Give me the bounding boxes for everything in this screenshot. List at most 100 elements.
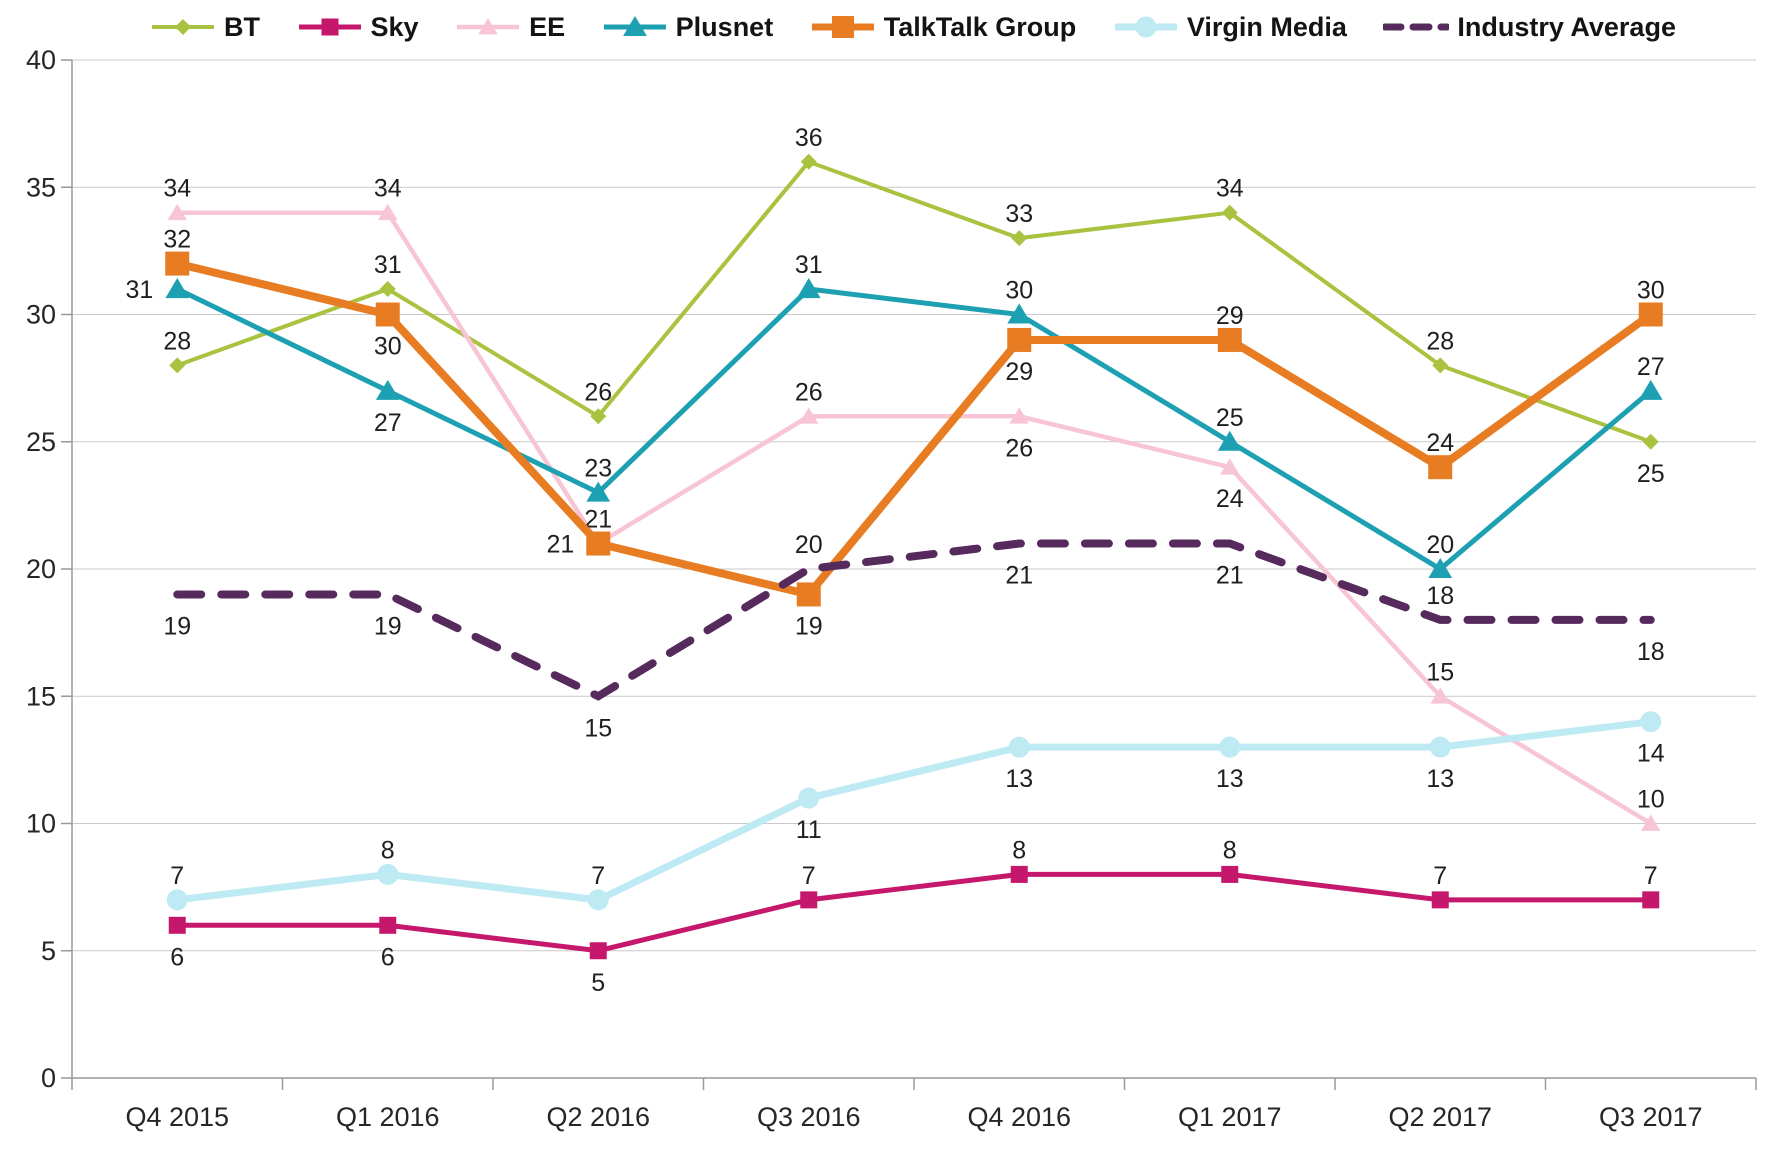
legend-item-label: Industry Average <box>1457 11 1676 42</box>
data-label: 7 <box>802 862 816 890</box>
data-label: 31 <box>795 251 823 279</box>
legend-swatch-talktalk-group <box>811 16 874 38</box>
legend-marker-icon <box>831 16 854 38</box>
data-point-marker <box>1640 711 1662 733</box>
data-label: 34 <box>1216 175 1244 203</box>
legend-swatch-industry-average <box>1383 23 1450 31</box>
x-axis-label: Q3 2016 <box>757 1102 861 1132</box>
data-label: 21 <box>1216 562 1244 590</box>
data-label: 24 <box>1426 429 1454 457</box>
data-point-marker <box>798 787 820 809</box>
legend-swatch-virgin-media <box>1114 16 1177 38</box>
x-axis-label: Q1 2017 <box>1178 1102 1282 1132</box>
y-axis-label: 35 <box>26 172 56 202</box>
data-point-marker <box>1007 303 1032 324</box>
data-label: 24 <box>1216 485 1244 513</box>
series-virgin-media <box>166 711 1662 911</box>
legend-item-sky: Sky <box>297 12 419 43</box>
legend-marker-icon <box>175 19 191 35</box>
data-label: 30 <box>1637 277 1665 305</box>
data-point-marker <box>1221 865 1239 883</box>
data-label: 8 <box>381 836 395 864</box>
series-line <box>177 871 1651 954</box>
y-axis-label: 20 <box>26 554 56 584</box>
legend-item-label: TalkTalk Group <box>883 11 1077 42</box>
data-point-marker <box>1429 736 1451 758</box>
data-point-marker <box>586 481 611 502</box>
data-label: 18 <box>1426 582 1454 610</box>
x-axis-label: Q1 2016 <box>336 1102 440 1132</box>
data-label: 28 <box>1426 327 1454 355</box>
x-axis-label: Q3 2017 <box>1599 1102 1703 1132</box>
series-bt <box>169 153 1659 450</box>
data-point-marker <box>1428 558 1453 579</box>
data-point-marker <box>169 357 186 374</box>
series-line <box>176 718 1652 904</box>
data-point-marker <box>1638 302 1663 327</box>
legend-item-industry-average: Industry Average <box>1383 12 1676 43</box>
data-point-marker <box>1430 687 1450 704</box>
data-label: 31 <box>374 251 402 279</box>
legend-swatch-plusnet <box>603 16 666 37</box>
data-label: 7 <box>1644 862 1658 890</box>
y-axis-label: 30 <box>26 300 56 330</box>
data-point-marker <box>1008 736 1030 758</box>
data-point-marker <box>1642 891 1660 909</box>
data-point-marker <box>1011 230 1028 247</box>
y-axis-label: 0 <box>41 1063 56 1093</box>
legend-item-bt: BT <box>150 12 260 43</box>
series-industry-average <box>173 539 1655 701</box>
data-label: 19 <box>795 612 823 640</box>
x-axis-label: Q2 2016 <box>546 1102 650 1132</box>
data-point-marker <box>1219 736 1241 758</box>
x-axis-label: Q4 2015 <box>125 1102 229 1132</box>
data-point-marker <box>1010 865 1028 883</box>
data-label: 5 <box>591 969 605 997</box>
series-plusnet <box>165 278 1663 579</box>
legend-item-plusnet: Plusnet <box>602 12 773 43</box>
data-point-marker <box>1428 455 1453 480</box>
data-point-marker <box>1641 814 1661 831</box>
data-point-marker <box>1009 407 1029 424</box>
data-point-marker <box>375 302 400 327</box>
data-label: 19 <box>374 612 402 640</box>
data-point-marker <box>586 531 611 556</box>
data-label: 34 <box>163 175 191 203</box>
data-label: 25 <box>1637 460 1665 488</box>
data-point-marker <box>377 863 399 885</box>
series-line <box>176 159 1652 444</box>
data-label: 8 <box>1012 836 1026 864</box>
data-label: 30 <box>374 333 402 361</box>
data-label: 29 <box>1216 302 1244 330</box>
data-label: 20 <box>1426 531 1454 559</box>
data-point-marker <box>1638 379 1663 400</box>
data-label: 7 <box>170 862 184 890</box>
data-label: 25 <box>1216 404 1244 432</box>
data-label: 7 <box>591 862 605 890</box>
data-point-marker <box>1432 357 1449 374</box>
legend-swatch-bt <box>152 19 214 35</box>
data-label: 36 <box>795 124 823 152</box>
data-point-marker <box>796 278 821 299</box>
data-point-marker <box>379 916 397 934</box>
data-point-marker <box>167 203 187 221</box>
data-point-marker <box>796 582 821 607</box>
data-point-marker <box>165 278 190 299</box>
data-point-marker <box>378 203 398 221</box>
data-label: 32 <box>163 226 191 254</box>
data-point-marker <box>375 379 400 400</box>
data-point-marker <box>166 889 188 911</box>
y-axis-label: 25 <box>26 427 56 457</box>
legend-item-label: EE <box>529 11 566 42</box>
data-label: 28 <box>163 327 191 355</box>
y-axis-label: 5 <box>41 936 56 966</box>
data-label: 26 <box>1005 434 1033 462</box>
data-point-marker <box>1221 204 1238 221</box>
data-label: 8 <box>1223 836 1237 864</box>
data-label: 6 <box>170 943 184 971</box>
legend-swatch-ee <box>457 18 520 35</box>
data-label: 10 <box>1637 786 1665 814</box>
x-axis-label: Q4 2016 <box>967 1102 1071 1132</box>
data-label: 19 <box>163 612 191 640</box>
